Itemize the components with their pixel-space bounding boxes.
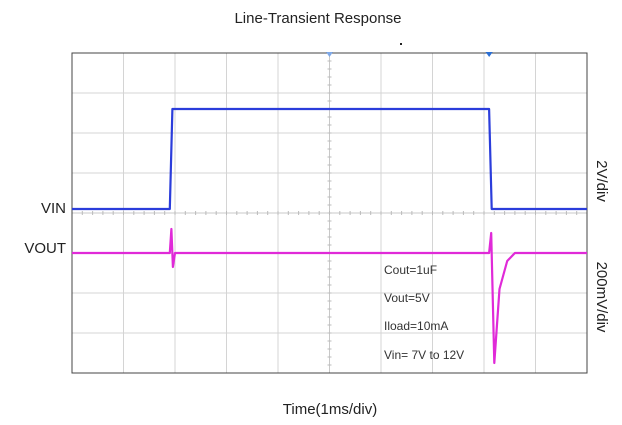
scale-label-vin: 2V/div xyxy=(593,160,610,202)
x-axis-label: Time(1ms/div) xyxy=(283,401,377,418)
annotation-iload: Iload=10mA xyxy=(384,319,448,333)
traces xyxy=(72,107,587,365)
series-line-vin xyxy=(72,107,587,211)
trigger-marker-icon xyxy=(485,52,493,57)
chart-title: Line-Transient Response xyxy=(234,10,401,27)
trigger-marker-icon xyxy=(326,52,333,57)
annotation-vout: Vout=5V xyxy=(384,291,430,305)
scale-label-vout: 200mV/div xyxy=(593,262,610,333)
annotation-cout: Cout=1uF xyxy=(384,263,437,277)
series-label-vout: VOUT xyxy=(24,240,66,257)
series-label-vin: VIN xyxy=(41,200,66,217)
marker-dot xyxy=(400,43,402,45)
annotation-vin: Vin= 7V to 12V xyxy=(384,348,464,362)
series-line-vout xyxy=(72,227,587,365)
trigger-markers xyxy=(326,52,493,57)
grid xyxy=(71,52,588,374)
